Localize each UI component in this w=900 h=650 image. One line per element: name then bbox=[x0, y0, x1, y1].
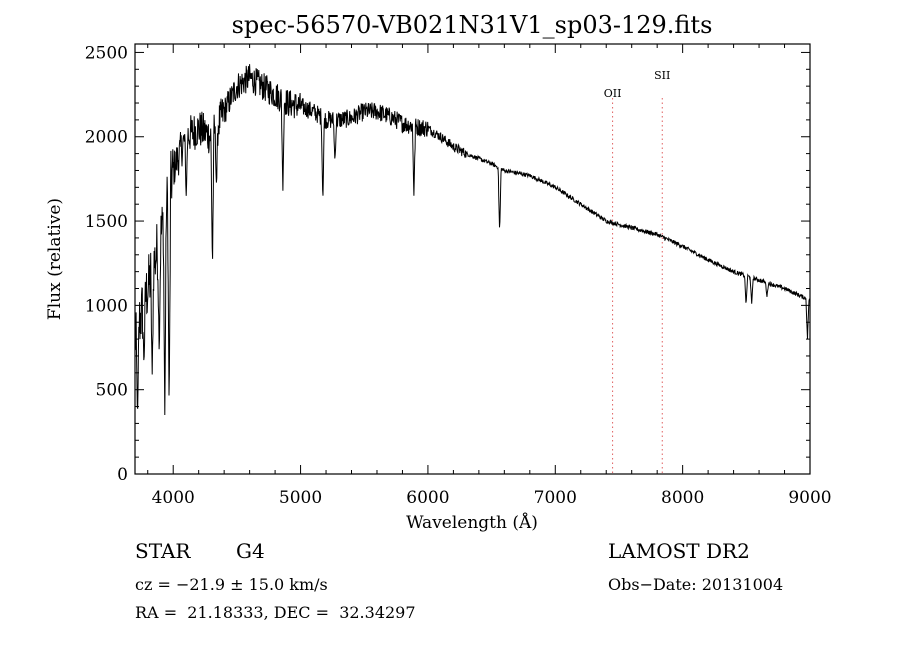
y-tick-label: 2000 bbox=[85, 128, 128, 148]
x-tick-label: 6000 bbox=[406, 488, 449, 508]
x-tick-label: 5000 bbox=[279, 488, 322, 508]
x-tick-label: 9000 bbox=[788, 488, 831, 508]
y-tick-label: 1500 bbox=[85, 212, 128, 232]
y-tick-label: 2500 bbox=[85, 43, 128, 63]
x-tick-label: 7000 bbox=[534, 488, 577, 508]
line-marker-label: SII bbox=[654, 69, 670, 82]
x-tick-label: 4000 bbox=[152, 488, 195, 508]
line-markers: OII SII bbox=[604, 69, 670, 474]
y-tick-label: 0 bbox=[117, 465, 128, 485]
survey-name: LAMOST DR2 bbox=[608, 539, 750, 563]
axis-ticks: 4000 5000 6000 7000 8000 9000 0 500 1000 1500 2000… bbox=[85, 43, 832, 508]
spectrum-series bbox=[134, 64, 811, 416]
x-axis-label: Wavelength (Å) bbox=[406, 512, 538, 533]
obs-date-text: Obs−Date: 20131004 bbox=[608, 575, 784, 594]
line-marker-label: OII bbox=[604, 87, 622, 100]
x-tick-label: 8000 bbox=[661, 488, 704, 508]
object-subclass: G4 bbox=[236, 539, 265, 563]
plot-frame bbox=[134, 43, 811, 475]
y-axis-label: Flux (relative) bbox=[45, 198, 65, 320]
object-class: STAR bbox=[135, 539, 191, 563]
redshift-text: cz = −21.9 ± 15.0 km/s bbox=[135, 575, 328, 594]
y-tick-label: 1000 bbox=[85, 296, 128, 316]
coordinates-text: RA = 21.18333, DEC = 32.34297 bbox=[135, 603, 416, 622]
y-tick-label: 500 bbox=[96, 381, 128, 401]
chart-title: spec-56570-VB021N31V1_sp03-129.fits bbox=[232, 11, 713, 39]
